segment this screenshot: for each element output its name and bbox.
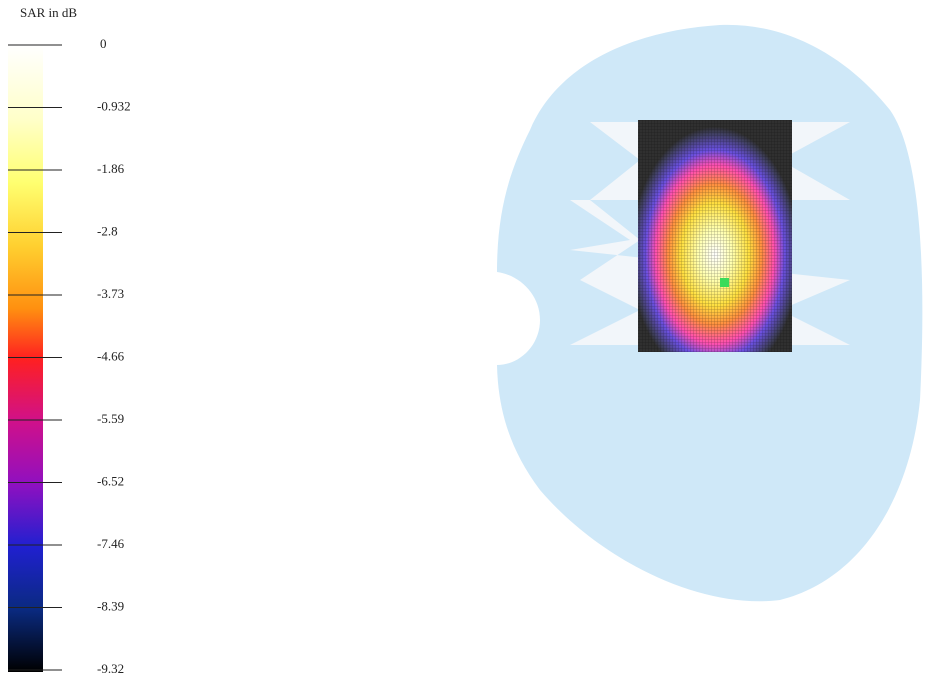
tick-label: -5.59: [97, 411, 124, 426]
tick-label: -8.39: [97, 598, 124, 613]
legend-ticks: 0 -0.932 -1.86 -2.8 -3.73 -4.66 -5.59 -6.52 -7.4…: [8, 36, 131, 676]
tick-label: -7.46: [97, 536, 125, 551]
color-bar: [8, 45, 43, 672]
tick-label: -3.73: [97, 286, 124, 301]
tick-label: 0: [100, 36, 107, 51]
legend-title: SAR in dB: [20, 5, 77, 20]
phantom: [497, 24, 923, 602]
tick-label: -4.66: [97, 348, 125, 363]
tick-label: -1.86: [97, 161, 125, 176]
tick-label: -9.32: [97, 661, 124, 676]
tick-label: -2.8: [97, 223, 118, 238]
tick-label: -6.52: [97, 473, 124, 488]
tick-label: -0.932: [97, 98, 131, 113]
